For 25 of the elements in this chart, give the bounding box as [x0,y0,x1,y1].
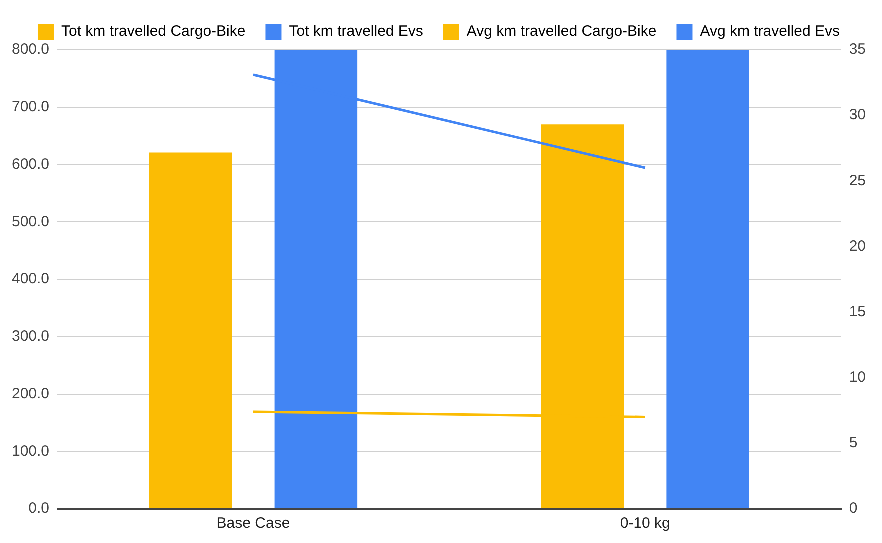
y-tick-label: 200.0 [12,385,50,402]
y2-tick-label: 25 [849,172,866,190]
y-tick-label: 700.0 [12,98,50,116]
y2-tick-label: 0 [849,500,858,518]
legend-label: Avg km travelled Cargo-Bike [466,23,657,40]
x-tick-label: Base Case [216,515,290,532]
y-tick-label: 600.0 [12,156,50,173]
y2-tick-label: 10 [849,369,866,386]
bar [666,50,750,508]
y-tick-label: 0.0 [28,500,50,518]
y-tick-label: 300.0 [12,328,50,346]
legend-label: Tot km travelled Evs [289,23,424,40]
y2-tick-label: 15 [849,303,866,320]
y-tick-label: 100.0 [12,442,50,460]
y2-tick-label: 20 [849,238,866,255]
y-tick-label: 500.0 [12,213,50,230]
x-tick-label: 0-10 kg [620,515,670,532]
y2-tick-label: 30 [849,106,866,124]
y2-tick-label: 5 [849,434,858,452]
bar [149,152,232,508]
legend-label: Tot km travelled Cargo-Bike [61,23,246,40]
legend-label: Avg km travelled Evs [700,23,840,40]
y-tick-label: 800.0 [12,41,50,58]
y-tick-label: 400.0 [12,270,50,288]
y2-tick-label: 35 [849,41,866,58]
